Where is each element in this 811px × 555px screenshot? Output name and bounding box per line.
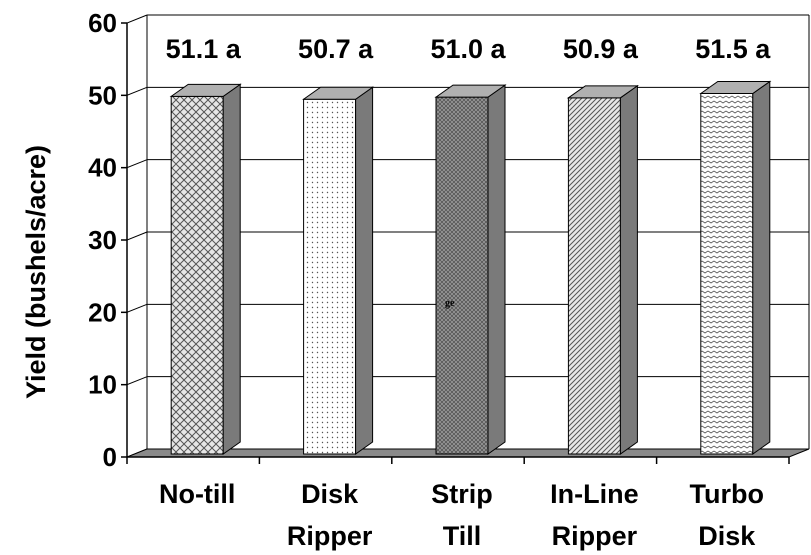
bar-top bbox=[699, 80, 772, 94]
gridline-diag bbox=[126, 14, 148, 24]
data-labels: 51.1 a 50.7 a 51.0 a 50.9 a 51.5 a bbox=[166, 34, 772, 64]
category-label: Ripper bbox=[287, 521, 373, 551]
gridline-diag bbox=[126, 159, 148, 169]
data-label: 50.9 a bbox=[563, 34, 639, 64]
category-label: Disk bbox=[698, 521, 756, 551]
gridline-diag bbox=[126, 376, 148, 386]
y-tick-label: 40 bbox=[88, 153, 117, 183]
y-tick-label: 10 bbox=[88, 370, 117, 400]
gridline-diag bbox=[126, 231, 148, 241]
axes bbox=[121, 22, 790, 464]
y-tick-label: 20 bbox=[88, 297, 117, 327]
bar-side bbox=[487, 84, 506, 455]
bar-side bbox=[222, 83, 241, 455]
data-label: 51.0 a bbox=[430, 34, 506, 64]
y-tick-labels: 0 10 20 30 40 50 60 bbox=[88, 8, 117, 472]
bar-front bbox=[567, 97, 621, 455]
bar-side bbox=[619, 84, 638, 455]
bar-front bbox=[435, 96, 489, 455]
bar-top bbox=[302, 86, 375, 100]
gridline-diag bbox=[126, 86, 148, 96]
bar bbox=[699, 80, 772, 455]
category-label: Ripper bbox=[552, 521, 638, 551]
gridline-diag bbox=[126, 303, 148, 313]
y-tick-label: 60 bbox=[88, 8, 117, 38]
category-label: In-Line bbox=[550, 479, 639, 509]
y-tick-label: 30 bbox=[88, 225, 117, 255]
data-label: 50.7 a bbox=[298, 34, 374, 64]
category-label: No-till bbox=[159, 479, 235, 509]
bar bbox=[302, 86, 375, 455]
bar bbox=[434, 84, 507, 455]
bar-front bbox=[303, 98, 357, 455]
category-label: Strip bbox=[431, 479, 493, 509]
y-axis-label: Yield (bushels/acre) bbox=[21, 145, 51, 399]
bar-annotation: ge bbox=[445, 298, 455, 309]
category-labels: No-till Disk Ripper Strip Till In-Line Ripper T… bbox=[159, 479, 764, 551]
bars bbox=[169, 80, 772, 455]
y-tick-label: 50 bbox=[88, 80, 117, 110]
bar bbox=[169, 83, 242, 455]
category-label: Turbo bbox=[690, 479, 764, 509]
bar-top bbox=[566, 85, 639, 99]
y-tick-label: 0 bbox=[103, 442, 117, 472]
bar-side bbox=[752, 80, 771, 455]
bar-front bbox=[700, 92, 754, 455]
bar-front bbox=[170, 95, 224, 455]
bar-top bbox=[169, 83, 242, 97]
category-label: Disk bbox=[301, 479, 359, 509]
data-label: 51.5 a bbox=[695, 34, 771, 64]
data-label: 51.1 a bbox=[166, 34, 242, 64]
bar-top bbox=[434, 84, 507, 98]
bar-side bbox=[355, 86, 374, 455]
category-label: Till bbox=[443, 521, 482, 551]
bar bbox=[566, 84, 639, 455]
